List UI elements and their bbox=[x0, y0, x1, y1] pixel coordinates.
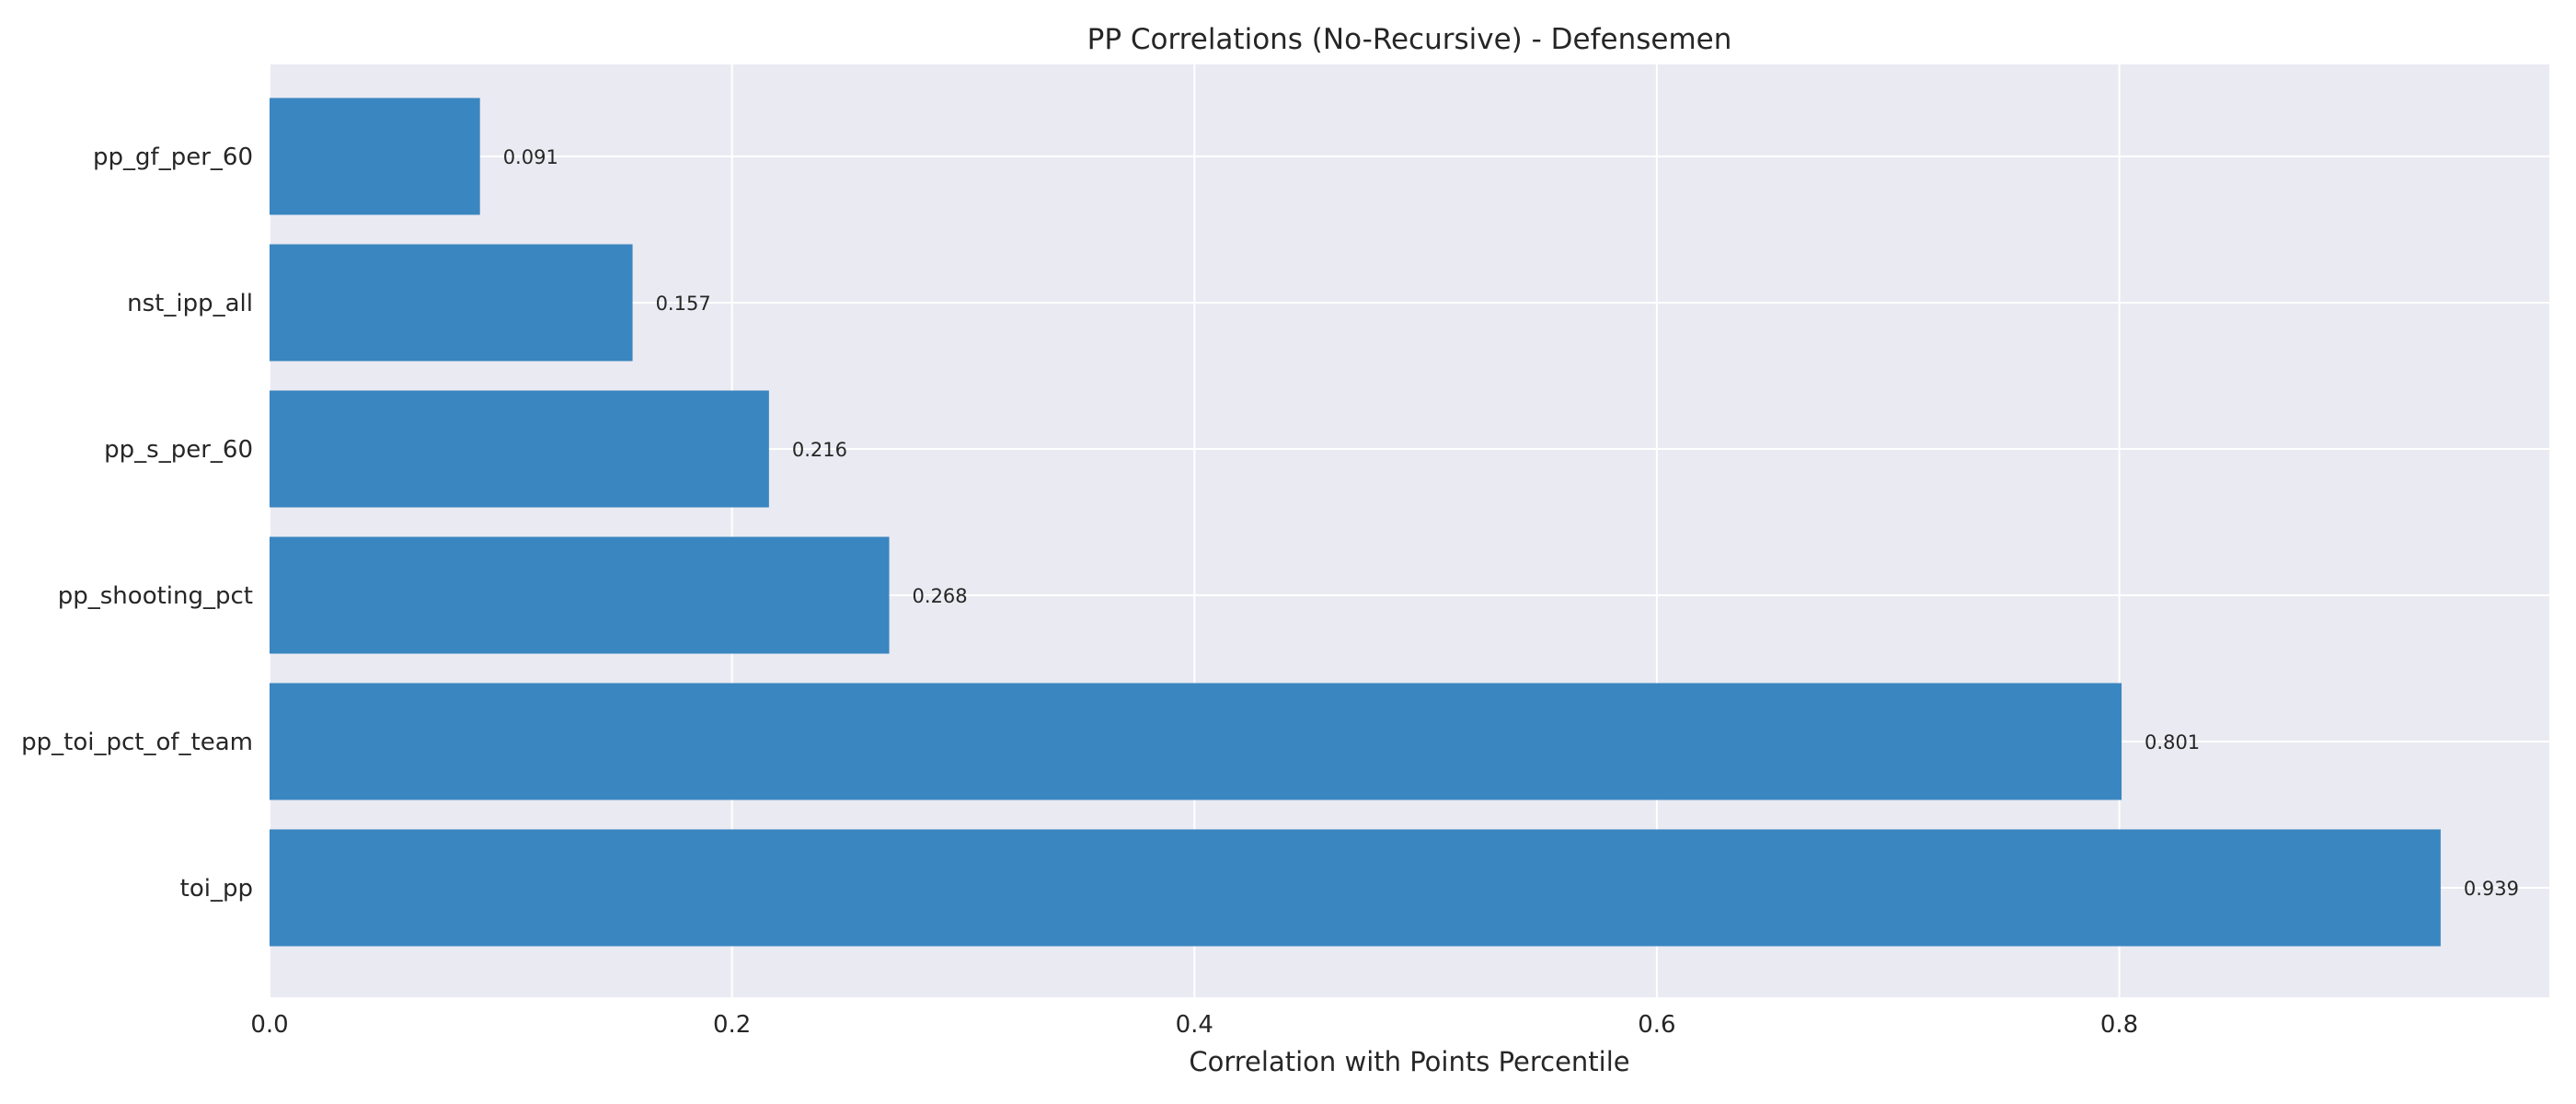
x-axis-tick-labels: 0.0 0.2 0.4 0.6 0.8 bbox=[250, 1011, 2138, 1039]
bar bbox=[270, 536, 890, 654]
y-tick-label: pp_toi_pct_of_team bbox=[21, 729, 253, 756]
y-tick-label: nst_ipp_all bbox=[127, 290, 253, 317]
y-tick-label: pp_shooting_pct bbox=[58, 582, 253, 610]
x-tick-label: 0.6 bbox=[1638, 1011, 1675, 1039]
y-tick-label: toi_pp bbox=[180, 875, 253, 903]
bar bbox=[270, 98, 480, 215]
data-label: 0.268 bbox=[913, 585, 968, 607]
y-axis-tick-labels: toi_pp pp_toi_pct_of_team pp_shooting_pct p… bbox=[21, 144, 253, 903]
y-tick-label: pp_gf_per_60 bbox=[93, 144, 253, 171]
bar bbox=[270, 390, 769, 508]
data-label: 0.157 bbox=[656, 293, 711, 315]
data-labels: 0.939 0.801 0.268 0.216 0.157 0.091 bbox=[503, 146, 2519, 900]
chart-title: PP Correlations (No-Recursive) - Defense… bbox=[1087, 23, 1732, 56]
bars bbox=[270, 98, 2441, 947]
x-tick-label: 0.8 bbox=[2100, 1011, 2138, 1039]
bar bbox=[270, 829, 2441, 947]
bar bbox=[270, 683, 2122, 800]
data-label: 0.091 bbox=[503, 146, 558, 168]
x-tick-label: 0.2 bbox=[713, 1011, 751, 1039]
data-label: 0.216 bbox=[792, 439, 847, 461]
y-tick-label: pp_s_per_60 bbox=[104, 436, 253, 464]
x-axis-label: Correlation with Points Percentile bbox=[1189, 1046, 1629, 1077]
x-tick-label: 0.4 bbox=[1176, 1011, 1213, 1039]
data-label: 0.801 bbox=[2145, 731, 2200, 753]
data-label: 0.939 bbox=[2464, 878, 2519, 900]
bar bbox=[270, 244, 633, 362]
x-tick-label: 0.0 bbox=[250, 1011, 288, 1039]
